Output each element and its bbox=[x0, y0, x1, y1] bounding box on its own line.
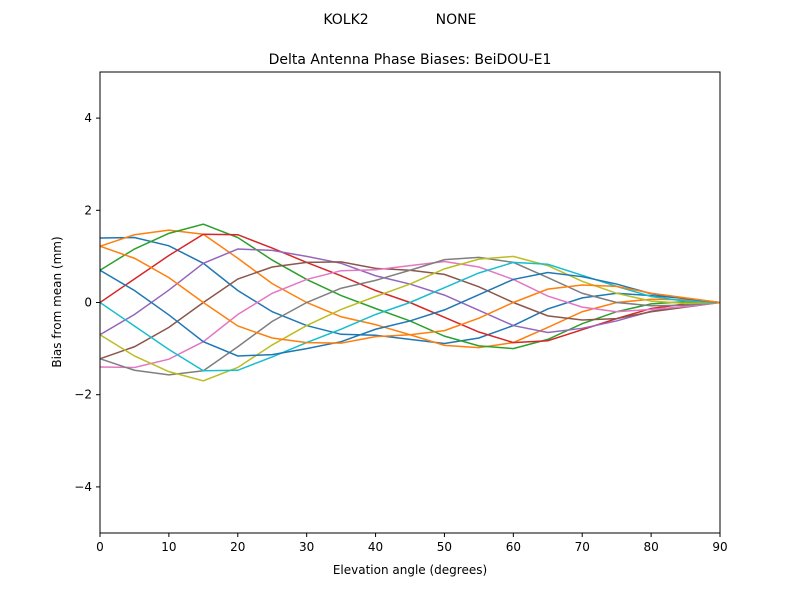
x-tick-label: 70 bbox=[575, 540, 590, 554]
series-line-0 bbox=[100, 236, 720, 345]
x-tick-label: 30 bbox=[299, 540, 314, 554]
x-tick-label: 40 bbox=[368, 540, 383, 554]
series-line-8 bbox=[100, 255, 720, 382]
series-group bbox=[100, 223, 720, 382]
x-tick-label: 60 bbox=[506, 540, 521, 554]
suptitle-station: KOLK2 bbox=[323, 12, 368, 28]
x-axis-label: Elevation angle (degrees) bbox=[333, 563, 487, 577]
y-axis: −4 −2 0 2 4 bbox=[74, 111, 100, 494]
series-line-4 bbox=[100, 248, 720, 336]
y-tick-label: 0 bbox=[84, 296, 92, 310]
y-axis-label: Bias from mean (mm) bbox=[50, 236, 64, 367]
x-tick-label: 50 bbox=[437, 540, 452, 554]
y-tick-label: 2 bbox=[84, 203, 92, 217]
series-line-10 bbox=[100, 269, 720, 357]
x-tick-label: 90 bbox=[712, 540, 727, 554]
y-tick-label: −4 bbox=[74, 480, 92, 494]
x-axis: 0 10 20 30 40 50 60 70 80 90 bbox=[96, 533, 728, 554]
x-tick-label: 20 bbox=[230, 540, 245, 554]
x-tick-label: 10 bbox=[161, 540, 176, 554]
series-line-11 bbox=[100, 245, 720, 344]
suptitle-model: NONE bbox=[436, 12, 477, 28]
x-tick-label: 0 bbox=[96, 540, 104, 554]
x-tick-label: 80 bbox=[643, 540, 658, 554]
y-tick-label: −2 bbox=[74, 388, 92, 402]
series-line-6 bbox=[100, 260, 720, 369]
chart-title: Delta Antenna Phase Biases: BeiDOU-E1 bbox=[269, 52, 552, 68]
y-tick-label: 4 bbox=[84, 111, 92, 125]
